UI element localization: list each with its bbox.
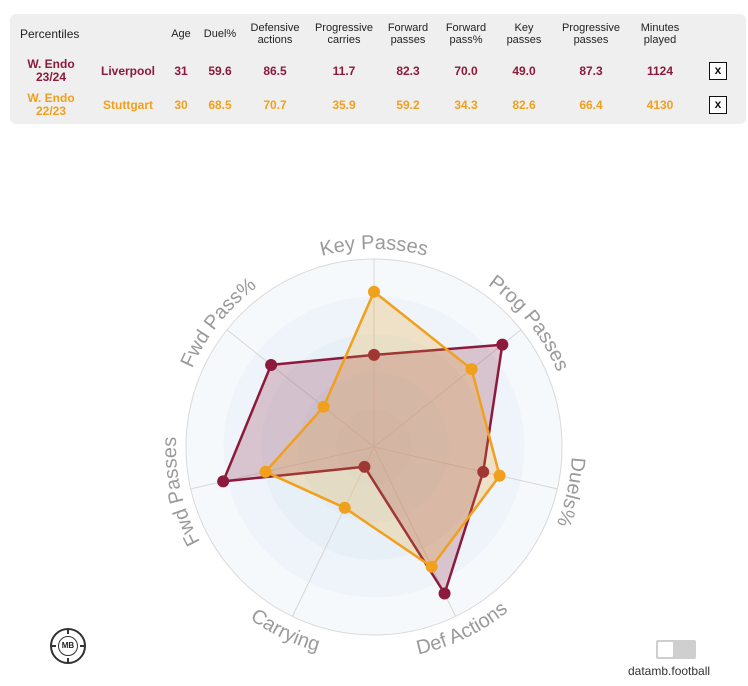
radar-series-layer xyxy=(217,285,509,600)
value-cell: 4130 xyxy=(646,98,674,112)
column-header: Defensive actions xyxy=(250,22,300,46)
radar-spoke xyxy=(226,329,375,448)
radar-series-2-area xyxy=(264,290,501,569)
logo-text: MB xyxy=(58,636,78,656)
toggle-knob xyxy=(658,642,673,657)
value-cell: 68.5 xyxy=(208,98,232,112)
table-row: W. Endo 22/23 Stuttgart 30 68.5 70.7 35.9… xyxy=(10,88,746,122)
radar-point[interactable] xyxy=(465,363,478,376)
radar-point[interactable] xyxy=(496,338,509,351)
column-header: Forward passes xyxy=(387,22,429,46)
radar-spoke xyxy=(373,446,558,490)
value-cell: 87.3 xyxy=(579,64,603,78)
logo-tick xyxy=(51,645,56,647)
column-header: Age xyxy=(171,28,191,40)
radar-point[interactable] xyxy=(265,358,278,371)
player-name-cell: W. Endo 23/24 xyxy=(10,54,92,88)
radar-point[interactable] xyxy=(368,348,380,361)
radar-series-1-area xyxy=(221,343,504,595)
percentiles-table: Percentiles Age Duel% Defensive actions … xyxy=(10,14,746,122)
logo-tick xyxy=(67,658,69,663)
team-cell: Liverpool xyxy=(100,64,155,78)
radar-spoke xyxy=(291,446,375,617)
radar-point[interactable] xyxy=(358,460,371,473)
percentiles-header: Percentiles xyxy=(20,27,80,41)
value-cell: 59.6 xyxy=(208,64,232,78)
player-name: W. Endo xyxy=(27,57,75,71)
radar-point[interactable] xyxy=(338,501,351,514)
radar-point[interactable] xyxy=(317,400,330,413)
radar-point[interactable] xyxy=(438,587,451,600)
logo-tick xyxy=(67,629,69,634)
value-cell: 59.2 xyxy=(396,98,420,112)
radar-point[interactable] xyxy=(368,285,380,298)
value-cell: 86.5 xyxy=(263,64,287,78)
value-cell: 82.6 xyxy=(512,98,536,112)
remove-cell: x xyxy=(690,54,746,88)
value-cell: 35.9 xyxy=(332,98,356,112)
player-name-cell: W. Endo 22/23 xyxy=(10,88,92,122)
radar-point[interactable] xyxy=(477,465,490,478)
value-cell: 34.3 xyxy=(454,98,478,112)
remove-row-button[interactable]: x xyxy=(709,96,727,114)
column-header: Minutes played xyxy=(640,22,680,46)
value-cell: 30 xyxy=(174,98,188,112)
radar-spoke xyxy=(373,329,522,448)
column-header: Duel% xyxy=(203,28,237,40)
radar-point[interactable] xyxy=(493,469,506,482)
team-cell: Stuttgart xyxy=(103,98,153,112)
value-cell: 49.0 xyxy=(512,64,536,78)
value-cell: 1124 xyxy=(646,64,674,78)
credit-text: datamb.football xyxy=(628,664,711,678)
remove-row-button[interactable]: x xyxy=(709,62,727,80)
value-cell: 11.7 xyxy=(332,64,356,78)
value-cell: 70.0 xyxy=(454,64,478,78)
radar-point[interactable] xyxy=(425,560,438,573)
player-season: 22/23 xyxy=(35,104,67,118)
value-cell: 70.7 xyxy=(263,98,287,112)
table-header-row: Percentiles Age Duel% Defensive actions … xyxy=(10,14,746,54)
radar-point[interactable] xyxy=(259,465,272,478)
datamb-logo: MB xyxy=(50,628,86,664)
value-cell: 82.3 xyxy=(396,64,420,78)
value-cell: 66.4 xyxy=(579,98,603,112)
axis-label: Key Passes xyxy=(318,232,431,261)
remove-cell: x xyxy=(690,88,746,122)
player-season: 23/24 xyxy=(35,70,67,84)
column-header: Progressive carries xyxy=(314,22,374,46)
theme-toggle[interactable] xyxy=(656,640,696,659)
column-header: Progressive passes xyxy=(561,22,621,46)
comparison-table-panel: Percentiles Age Duel% Defensive actions … xyxy=(10,14,746,124)
logo-tick xyxy=(80,645,85,647)
radar-point[interactable] xyxy=(217,475,230,488)
table-row: W. Endo 23/24 Liverpool 31 59.6 86.5 11.7… xyxy=(10,54,746,88)
column-header: Key passes xyxy=(506,22,542,46)
value-cell: 31 xyxy=(174,64,188,78)
column-header: Forward pass% xyxy=(445,22,487,46)
player-name: W. Endo xyxy=(27,91,75,105)
